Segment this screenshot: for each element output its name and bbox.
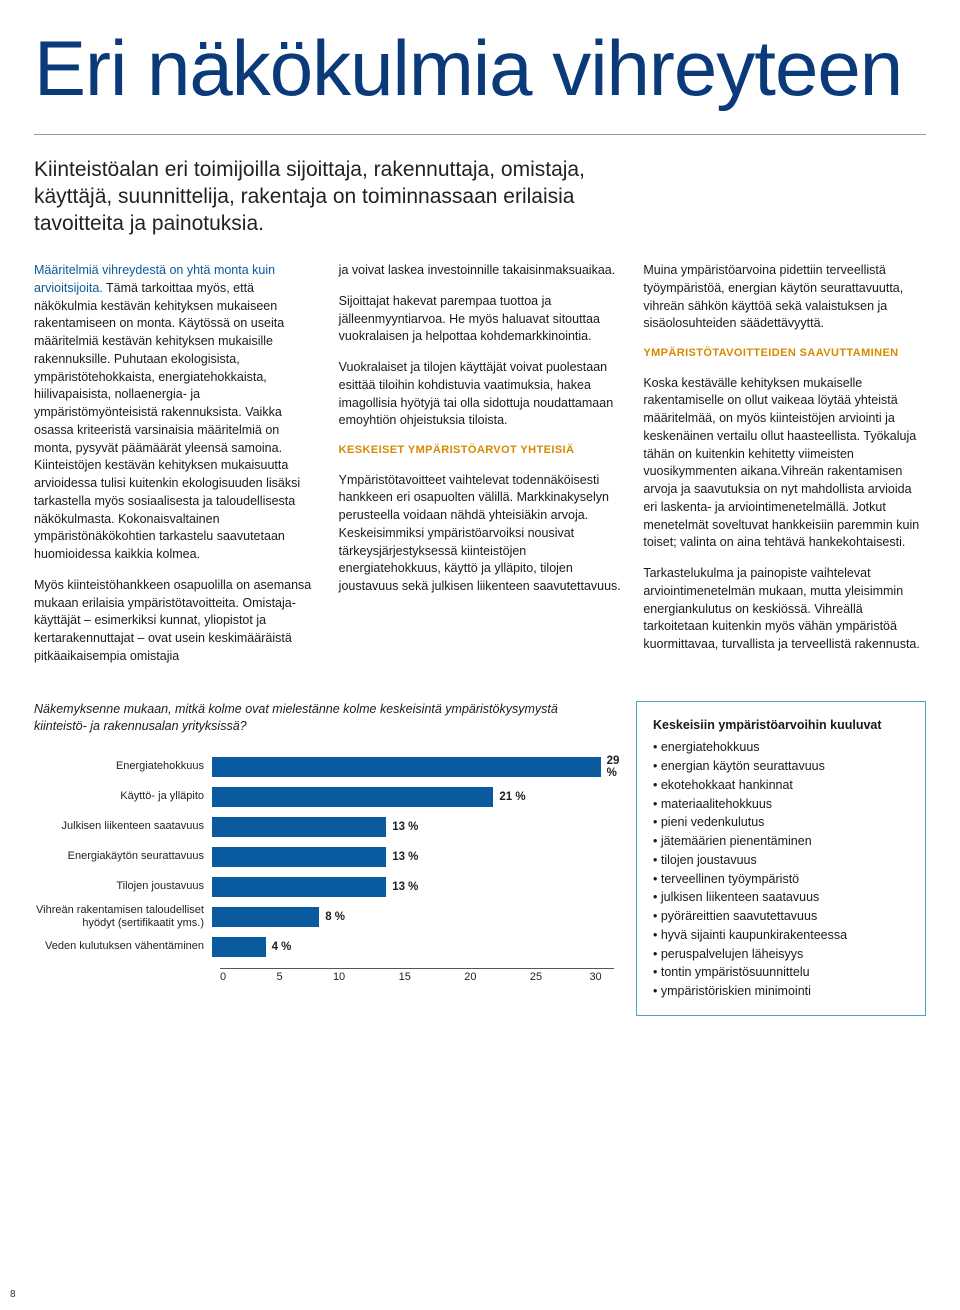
chart-row: Tilojen joustavuus 13 % xyxy=(34,874,614,900)
box-list-item: energiatehokkuus xyxy=(653,738,909,757)
box-list: energiatehokkuusenergian käytön seuratta… xyxy=(653,738,909,1001)
box-list-item: julkisen liikenteen saatavuus xyxy=(653,888,909,907)
box-list-item: terveellinen työympäristö xyxy=(653,870,909,889)
highlight-box: Keskeisiin ympäristöarvoihin kuuluvat en… xyxy=(636,701,926,1016)
divider xyxy=(34,134,926,135)
chart-x-tick: 10 xyxy=(333,971,345,984)
chart-bar-area: 13 % xyxy=(212,847,614,867)
box-list-item: tontin ympäristösuunnittelu xyxy=(653,963,909,982)
box-list-item: ympäristöriskien minimointi xyxy=(653,982,909,1001)
chart-bar-area: 21 % xyxy=(212,787,614,807)
box-list-item: pyöräreittien saavutettavuus xyxy=(653,907,909,926)
chart-bar-area: 4 % xyxy=(212,937,614,957)
chart-row: Energiatehokkuus29 % xyxy=(34,754,614,780)
chart-value-label: 13 % xyxy=(386,847,418,867)
col2-subhead: Keskeiset ympäristöarvot yhteisiä xyxy=(339,443,622,459)
col1-p1-rest: Tämä tarkoittaa myös, että näkökulmia ke… xyxy=(34,281,300,561)
chart-row: Julkisen liikenteen saatavuus 13 % xyxy=(34,814,614,840)
chart-bar-area: 29 % xyxy=(212,757,614,777)
chart-row-label: Julkisen liikenteen saatavuus xyxy=(34,820,212,833)
box-list-item: tilojen joustavuus xyxy=(653,851,909,870)
col2-p4: Ympäristötavoitteet vaihtelevat todennäk… xyxy=(339,472,622,596)
chart-x-tick: 25 xyxy=(530,971,542,984)
col3-p2: Koska kestävälle kehityksen mukaiselle r… xyxy=(643,375,926,553)
col1-p1: Määritelmiä vihreydestä on yhtä monta ku… xyxy=(34,262,317,564)
chart-bar-area: 13 % xyxy=(212,817,614,837)
col3-subhead: Ympäristötavoitteiden saavuttaminen xyxy=(643,346,926,362)
chart-row-label: Tilojen joustavuus xyxy=(34,880,212,893)
chart-panel: Näkemyksenne mukaan, mitkä kolme ovat mi… xyxy=(34,701,614,1016)
chart-x-axis: 0 5 10 15 20 25 30 xyxy=(220,968,614,984)
chart-x-tick: 20 xyxy=(464,971,476,984)
bar-chart: Energiatehokkuus29 %Käyttö- ja ylläpito2… xyxy=(34,754,614,984)
col3-p3: Tarkastelukulma ja painopiste vaihteleva… xyxy=(643,565,926,654)
chart-row-label: Energiatehokkuus xyxy=(34,760,212,773)
chart-bar xyxy=(212,757,601,777)
chart-value-label: 21 % xyxy=(493,787,525,807)
chart-value-label: 4 % xyxy=(266,937,292,957)
chart-row: Energiakäytön seurattavuus 13 % xyxy=(34,844,614,870)
column-3: Muina ympäristöarvoina pidettiin terveel… xyxy=(643,262,926,679)
column-2: ja voivat laskea investoinnille takaisin… xyxy=(339,262,622,679)
col2-p1: ja voivat laskea investoinnille takaisin… xyxy=(339,262,622,280)
col3-p1: Muina ympäristöarvoina pidettiin terveel… xyxy=(643,262,926,333)
chart-bar xyxy=(212,847,386,867)
box-list-item: materiaalitehokkuus xyxy=(653,795,909,814)
lead-paragraph: Kiinteistöalan eri toimijoilla sijoittaj… xyxy=(34,157,594,238)
box-list-item: peruspalvelujen läheisyys xyxy=(653,945,909,964)
body-columns: Määritelmiä vihreydestä on yhtä monta ku… xyxy=(34,262,926,679)
chart-x-tick: 15 xyxy=(399,971,411,984)
chart-bar xyxy=(212,937,266,957)
chart-value-label: 8 % xyxy=(319,907,345,927)
chart-row: Käyttö- ja ylläpito 21 % xyxy=(34,784,614,810)
chart-value-label: 13 % xyxy=(386,817,418,837)
box-list-item: energian käytön seurattavuus xyxy=(653,757,909,776)
chart-value-label: 29 % xyxy=(601,757,620,777)
box-list-item: ekotehokkaat hankinnat xyxy=(653,776,909,795)
chart-bar xyxy=(212,877,386,897)
chart-x-tick: 5 xyxy=(276,971,282,984)
bottom-row: Näkemyksenne mukaan, mitkä kolme ovat mi… xyxy=(34,701,926,1016)
col1-p2: Myös kiinteistöhankkeen osapuolilla on a… xyxy=(34,577,317,666)
chart-row: Veden kulutuksen vähentäminen 4 % xyxy=(34,934,614,960)
page-number: 8 xyxy=(10,1289,16,1300)
chart-row: Vihreän rakentamisen taloudelliset hyödy… xyxy=(34,904,614,930)
chart-bar xyxy=(212,787,493,807)
box-title: Keskeisiin ympäristöarvoihin kuuluvat xyxy=(653,716,909,735)
chart-value-label: 13 % xyxy=(386,877,418,897)
column-1: Määritelmiä vihreydestä on yhtä monta ku… xyxy=(34,262,317,679)
box-list-item: pieni vedenkulutus xyxy=(653,813,909,832)
chart-row-label: Veden kulutuksen vähentäminen xyxy=(34,940,212,953)
chart-question: Näkemyksenne mukaan, mitkä kolme ovat mi… xyxy=(34,701,614,736)
page-title: Eri näkökulmia vihreyteen xyxy=(34,30,926,106)
chart-row-label: Käyttö- ja ylläpito xyxy=(34,790,212,803)
box-list-item: hyvä sijainti kaupunkirakenteessa xyxy=(653,926,909,945)
chart-bar xyxy=(212,907,319,927)
col2-p2: Sijoittajat hakevat parempaa tuottoa ja … xyxy=(339,293,622,346)
chart-bar-area: 13 % xyxy=(212,877,614,897)
chart-bar-area: 8 % xyxy=(212,907,614,927)
chart-row-label: Vihreän rakentamisen taloudelliset hyödy… xyxy=(34,904,212,929)
chart-row-label: Energiakäytön seurattavuus xyxy=(34,850,212,863)
chart-bar xyxy=(212,817,386,837)
col2-p3: Vuokralaiset ja tilojen käyttäjät voivat… xyxy=(339,359,622,430)
box-list-item: jätemäärien pienentäminen xyxy=(653,832,909,851)
chart-x-tick: 30 xyxy=(589,971,601,984)
chart-x-tick: 0 xyxy=(220,971,226,984)
